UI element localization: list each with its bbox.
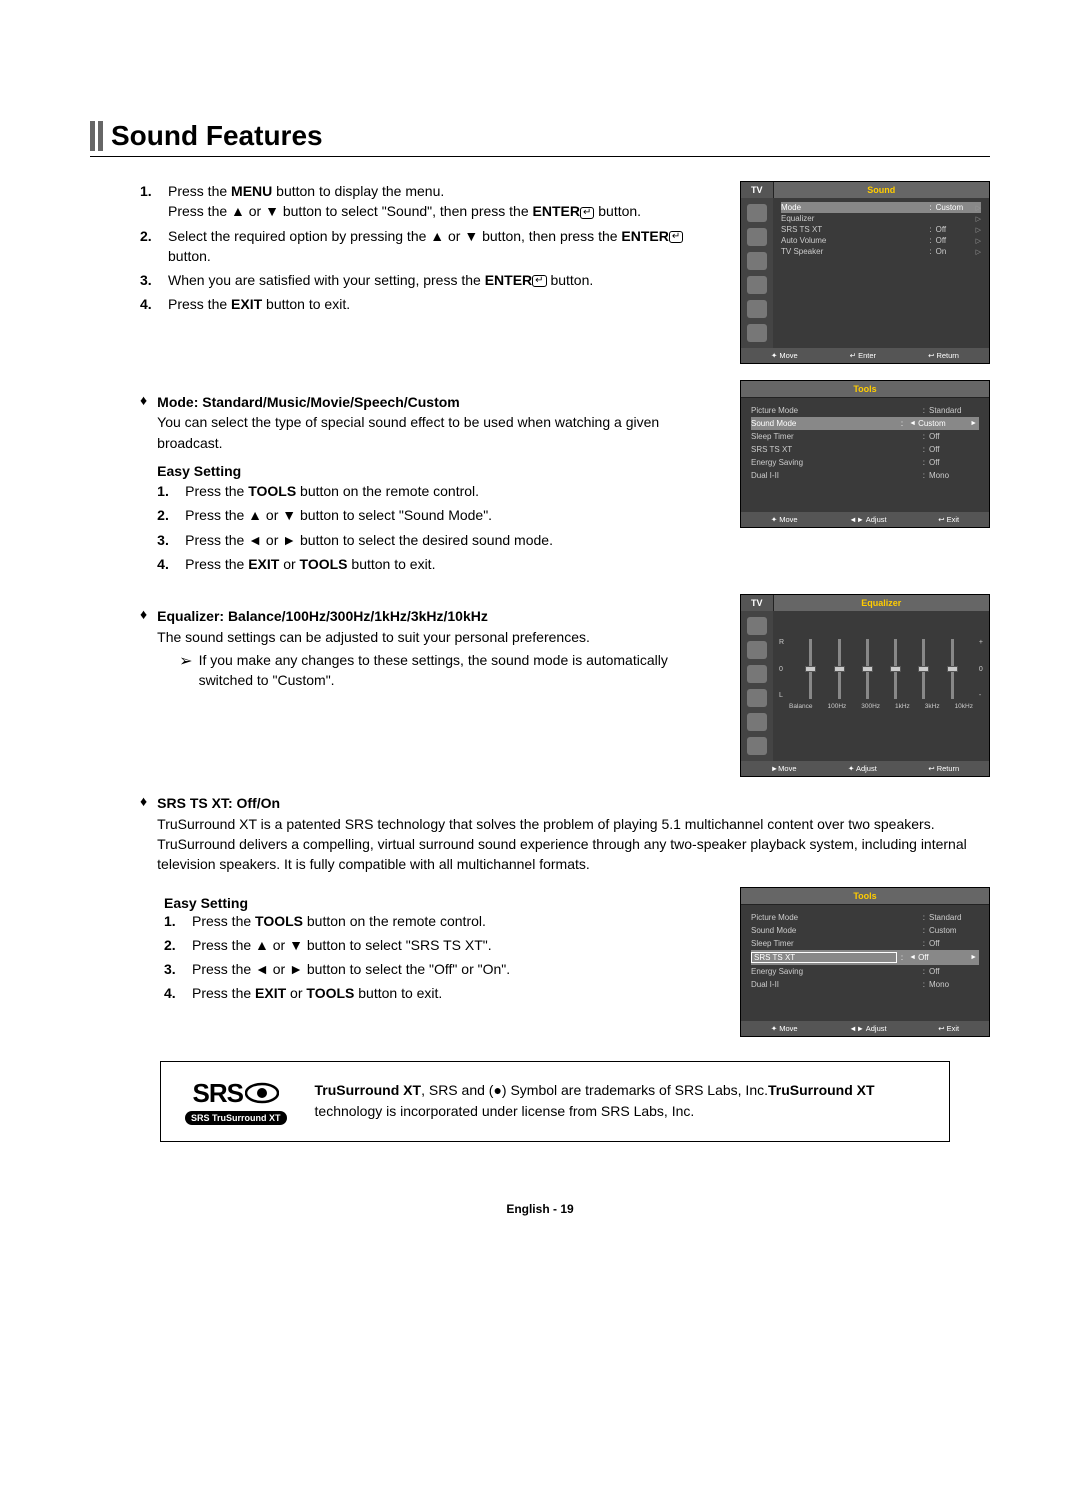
eq-note: If you make any changes to these setting… <box>199 651 724 690</box>
step-item: 3.Press the ◄ or ► button to select the … <box>164 959 724 979</box>
title-bar: Sound Features <box>90 120 990 157</box>
srs-desc: TruSurround XT is a patented SRS technol… <box>157 814 990 875</box>
tools-menu-item: Dual I-II:Mono <box>751 978 979 991</box>
tools-menu-item: Sound Mode:◄Custom► <box>751 417 979 430</box>
osd-menu-item: Equalizer▷ <box>781 213 981 224</box>
easy-setting-head: Easy Setting <box>157 461 724 481</box>
srs-easy-steps: 1.Press the TOOLS button on the remote c… <box>164 911 724 1004</box>
tools-menu-item: Energy Saving:Off <box>751 456 979 469</box>
main-steps: 1.Press the MENU button to display the m… <box>140 181 724 315</box>
eq-heading: Equalizer: Balance/100Hz/300Hz/1kHz/3kHz… <box>157 606 724 626</box>
mode-desc: You can select the type of special sound… <box>157 412 724 453</box>
osd-footer: ✦ Move◄► Adjust↩ Exit <box>741 1021 989 1036</box>
bullet-icon: ♦ <box>140 392 147 578</box>
osd-menu-item: TV Speaker:On▷ <box>781 246 981 257</box>
osd-footer: ✦ Move◄► Adjust↩ Exit <box>741 512 989 527</box>
tools-menu-item: Sound Mode:Custom <box>751 924 979 937</box>
srs-trademark-text: TruSurround XT, SRS and (●) Symbol are t… <box>315 1080 925 1122</box>
srs-easy-head: Easy Setting <box>164 895 724 911</box>
srs-trademark-box: SRS SRS TruSurround XT TruSurround XT, S… <box>160 1061 950 1142</box>
osd-tools-1: Tools Picture Mode:StandardSound Mode:◄C… <box>740 380 990 528</box>
step-item: 2.Press the ▲ or ▼ button to select "Sou… <box>157 505 724 525</box>
tools-menu-item: Dual I-II:Mono <box>751 469 979 482</box>
page-footer: English - 19 <box>90 1202 990 1216</box>
step-item: 1.Press the TOOLS button on the remote c… <box>164 911 724 931</box>
osd-equalizer: TV Equalizer R0L+0-Balance100Hz300Hz1kHz… <box>740 594 990 777</box>
tools-menu-item: Sleep Timer:Off <box>751 937 979 950</box>
srs-heading: SRS TS XT: Off/On <box>157 793 990 813</box>
osd-menu-item: Auto Volume:Off▷ <box>781 235 981 246</box>
osd-tab-sound: Sound <box>774 182 989 198</box>
step-item: 3.Press the ◄ or ► button to select the … <box>157 530 724 550</box>
note-icon: ➢ <box>179 651 192 690</box>
srs-eye-icon <box>245 1082 279 1104</box>
osd-tab-eq: Equalizer <box>774 595 989 611</box>
step-item: 4.Press the EXIT or TOOLS button to exit… <box>157 554 724 574</box>
tools-menu-item: Picture Mode:Standard <box>751 911 979 924</box>
mode-easy-steps: 1.Press the TOOLS button on the remote c… <box>157 481 724 574</box>
step-item: 3.When you are satisfied with your setti… <box>140 270 724 290</box>
tools-menu-item: SRS TS XT:◄Off► <box>751 950 979 965</box>
step-item: 2.Press the ▲ or ▼ button to select "SRS… <box>164 935 724 955</box>
title-decor <box>90 121 103 151</box>
step-item: 1.Press the TOOLS button on the remote c… <box>157 481 724 501</box>
tools-menu-item: SRS TS XT:Off <box>751 443 979 456</box>
osd-menu-item: Mode:Custom▷ <box>781 202 981 213</box>
osd-menu-item: SRS TS XT:Off▷ <box>781 224 981 235</box>
tools-menu-item: Picture Mode:Standard <box>751 404 979 417</box>
step-item: 4.Press the EXIT button to exit. <box>140 294 724 314</box>
step-item: 4.Press the EXIT or TOOLS button to exit… <box>164 983 724 1003</box>
srs-logo-sub: SRS TruSurround XT <box>185 1111 287 1125</box>
tools-menu-item: Sleep Timer:Off <box>751 430 979 443</box>
bullet-icon: ♦ <box>140 793 147 874</box>
tools-menu-item: Energy Saving:Off <box>751 965 979 978</box>
page-title: Sound Features <box>111 120 323 152</box>
bullet-icon: ♦ <box>140 606 147 690</box>
osd-tab-tv: TV <box>741 595 774 611</box>
step-item: 1.Press the MENU button to display the m… <box>140 181 724 222</box>
tools-header: Tools <box>741 381 989 398</box>
srs-logo: SRS SRS TruSurround XT <box>185 1078 287 1125</box>
osd-category-icons <box>741 611 773 761</box>
osd-tab-tv: TV <box>741 182 774 198</box>
osd-tools-2: Tools Picture Mode:StandardSound Mode:Cu… <box>740 887 990 1037</box>
eq-desc: The sound settings can be adjusted to su… <box>157 627 724 647</box>
srs-logo-text: SRS <box>193 1078 243 1109</box>
mode-heading: Mode: Standard/Music/Movie/Speech/Custom <box>157 392 724 412</box>
tools-header: Tools <box>741 888 989 905</box>
osd-footer: ►Move✦ Adjust↩ Return <box>741 761 989 776</box>
step-item: 2.Select the required option by pressing… <box>140 226 724 267</box>
osd-footer: ✦ Move↵ Enter↩ Return <box>741 348 989 363</box>
osd-category-icons <box>741 198 773 348</box>
osd-sound: TV Sound Mode:Custom▷Equalizer▷SRS TS XT… <box>740 181 990 364</box>
